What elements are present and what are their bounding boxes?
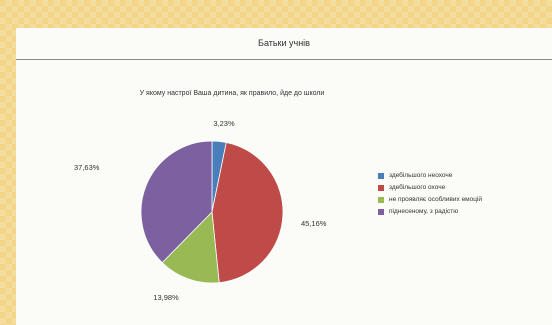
legend-label: здебільшого неохоче	[389, 172, 453, 179]
legend-label: здебільшого охоче	[389, 184, 446, 192]
legend-label: піднесеному, з радістю	[389, 208, 459, 216]
chart-legend: здебільшого неохоче здебільшого охоче не…	[378, 172, 548, 221]
pie-slice	[161, 211, 220, 284]
page-title: Батьки учнів	[258, 38, 310, 48]
legend-item: піднесеному, з радістю	[378, 208, 548, 216]
pie-data-label: 3,23%	[213, 119, 235, 128]
legend-swatch	[378, 209, 384, 216]
pie-chart: 3,23% 45,16% 13,98% 37,63%	[74, 119, 327, 302]
pie-data-label: 13,98%	[153, 293, 179, 302]
pie-slice	[211, 141, 284, 284]
legend-swatch	[378, 185, 384, 192]
legend-label: не проявляє особливих емоцій	[389, 196, 483, 204]
pie-data-labels: 3,23% 45,16% 13,98% 37,63%	[74, 119, 327, 302]
title-divider	[16, 59, 552, 60]
chart-panel: Батьки учнів У якому настрої Ваша дитина…	[16, 28, 552, 325]
pie-slices	[140, 140, 284, 284]
legend-swatch	[378, 197, 384, 204]
legend-item: здебільшого неохоче	[378, 172, 548, 180]
legend-swatch	[378, 173, 384, 179]
pie-slice	[140, 140, 213, 264]
chart-title: У якому настрої Ваша дитина, як правило,…	[139, 90, 325, 97]
pie-data-label: 45,16%	[301, 219, 327, 228]
pie-data-label: 37,63%	[74, 163, 100, 172]
legend-item: не проявляє особливих емоцій	[378, 196, 548, 204]
legend-item: здебільшого охоче	[378, 184, 548, 192]
